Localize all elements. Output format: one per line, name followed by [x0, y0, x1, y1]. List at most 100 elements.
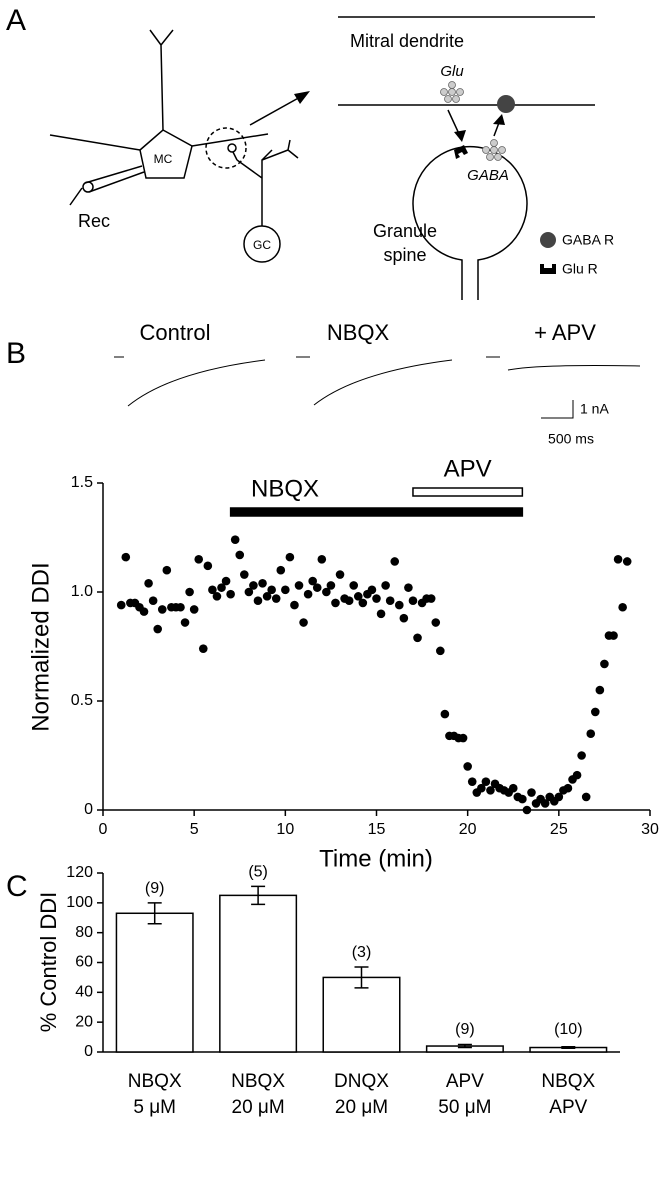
data-point	[153, 624, 162, 634]
data-point	[618, 602, 627, 612]
granule-spine	[412, 145, 528, 300]
data-point	[413, 633, 422, 643]
y-axis-label: % Control DDI	[36, 892, 61, 1033]
data-point	[285, 552, 295, 562]
label: Glu R	[562, 261, 598, 277]
data-point	[540, 799, 550, 808]
label: Glu	[440, 63, 464, 80]
data-point	[194, 555, 204, 564]
x-tick-label: 5	[190, 821, 199, 838]
data-point	[244, 587, 254, 597]
y-tick-label: 1.0	[71, 583, 93, 600]
arrow-head	[294, 91, 310, 104]
data-point	[144, 578, 153, 588]
data-point	[176, 602, 185, 612]
data-point	[609, 631, 618, 640]
x-tick-sublabel: 20 μM	[335, 1097, 388, 1118]
data-point	[344, 596, 354, 606]
bar	[322, 976, 401, 1053]
data-point	[458, 733, 468, 743]
label: Rec	[78, 211, 110, 231]
y-tick-label: 60	[75, 954, 93, 971]
x-tick-label: DNQX	[334, 1071, 389, 1092]
y-tick-label: 80	[75, 924, 93, 941]
n-label: (5)	[248, 864, 268, 881]
error-bar	[147, 902, 162, 925]
data-point	[162, 565, 172, 575]
data-point	[262, 592, 272, 601]
pipette-tip	[82, 181, 94, 193]
data-point	[600, 659, 609, 669]
error-bar	[561, 1046, 576, 1050]
arrow-head	[493, 114, 505, 125]
trace-label: NBQX	[327, 320, 390, 345]
data-point	[554, 792, 564, 802]
data-point	[394, 600, 404, 610]
data-point	[376, 609, 386, 619]
data-point	[303, 589, 313, 599]
data-point	[230, 535, 240, 544]
x-tick-label: 10	[276, 821, 294, 838]
data-point	[372, 594, 381, 603]
data-point	[217, 583, 226, 592]
data-point	[613, 555, 623, 564]
x-tick-sublabel: 5 μM	[133, 1097, 176, 1118]
x-tick-label: 0	[99, 821, 108, 838]
data-point	[121, 552, 131, 562]
y-tick-label: 0	[84, 1043, 93, 1060]
x-tick-label: NBQX	[231, 1071, 285, 1092]
data-point	[317, 555, 327, 564]
spine	[227, 143, 237, 153]
trace-label: + APV	[534, 320, 596, 345]
data-point	[508, 783, 518, 793]
data-point	[312, 583, 322, 592]
y-tick-label: 20	[75, 1013, 93, 1030]
data-point	[572, 770, 582, 780]
data-point	[290, 600, 299, 610]
scale-label: 500 ms	[548, 431, 594, 447]
trace-label: Control	[140, 320, 211, 345]
data-point	[527, 788, 536, 797]
label: GC	[253, 238, 271, 252]
traces	[114, 356, 641, 419]
data-point	[308, 576, 317, 586]
dendrites	[49, 29, 269, 151]
label: Granule	[373, 221, 437, 241]
n-label: (10)	[554, 1021, 582, 1038]
label: Mitral dendrite	[350, 31, 464, 51]
x-axis-label: Time (min)	[319, 845, 433, 872]
data-point	[276, 565, 286, 575]
trace	[296, 356, 453, 406]
legend-gaba-icon	[540, 232, 556, 248]
data-point	[349, 581, 359, 590]
y-tick-label: 120	[66, 864, 93, 881]
label: MC	[154, 152, 173, 166]
data-point	[235, 550, 245, 560]
x-tick-label: 30	[641, 821, 659, 838]
trace	[114, 356, 266, 407]
data-point	[221, 576, 231, 586]
data-point	[148, 596, 158, 606]
error-bar	[354, 966, 369, 989]
data-point	[157, 605, 167, 614]
data-point	[326, 581, 336, 590]
panel-label: A	[6, 4, 26, 37]
data-point	[591, 707, 600, 717]
data-point	[203, 561, 213, 571]
data-point	[467, 777, 477, 786]
data-point	[253, 596, 263, 606]
x-tick-label: 25	[550, 821, 568, 838]
data-point	[399, 613, 409, 623]
data-point	[294, 581, 304, 590]
x-tick-sublabel: 20 μM	[232, 1097, 285, 1118]
data-point	[331, 598, 340, 608]
data-point	[208, 585, 217, 595]
data-point	[267, 585, 276, 595]
data-point	[577, 751, 586, 760]
data-point	[581, 792, 591, 802]
arrow-head	[454, 130, 466, 142]
data-point	[367, 585, 377, 595]
drug-label: APV	[444, 455, 492, 482]
